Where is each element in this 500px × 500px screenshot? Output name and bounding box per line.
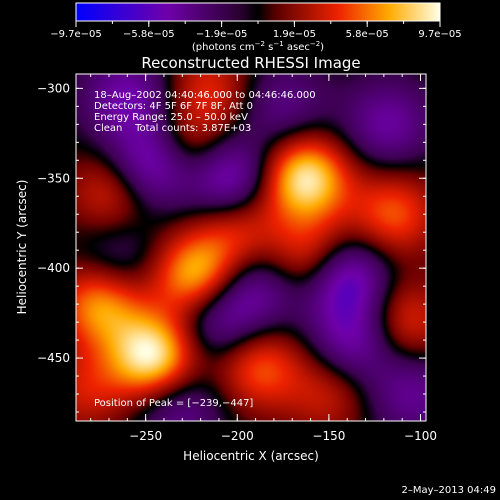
plot-frame (75, 73, 427, 422)
x-tick-label: −100 (404, 429, 437, 443)
colorbar (75, 2, 441, 22)
y-tick-label: −400 (37, 261, 70, 275)
x-axis: −250 −200 −150 −100 (90, 74, 437, 443)
colorbar-unit-label: (photons cm−2 s−1 asec−2) (192, 40, 324, 53)
peak-position-label: Position of Peak = [−239,−447] (94, 398, 253, 409)
x-axis-label: Heliocentric X (arcsec) (183, 449, 319, 463)
y-tick-label: −300 (37, 81, 70, 95)
colorbar-tick-labels: −9.7e−05 −5.8e−05 −1.9e−05 1.9e−05 5.8e−05 9.… (50, 29, 461, 40)
y-axis: −300 −350 −400 −450 (37, 81, 426, 413)
annotation-time-range: 18–Aug–2002 04:40:46.000 to 04:46:46.000 (94, 90, 316, 101)
x-tick-label: −200 (221, 429, 254, 443)
heatmap-image (76, 74, 426, 421)
colorbar-tick-label: 5.8e−05 (346, 29, 389, 40)
colorbar-tick-label: 9.7e−05 (418, 29, 461, 40)
header-annotations: 18–Aug–2002 04:40:46.000 to 04:46:46.000… (94, 90, 316, 134)
y-tick-label: −350 (37, 171, 70, 185)
annotation-clean-counts: Clean Total counts: 3.87E+03 (94, 123, 251, 134)
colorbar-tick-label: 1.9e−05 (273, 29, 316, 40)
x-tick-label: −250 (129, 429, 162, 443)
annotation-detectors: Detectors: 4F 5F 6F 7F 8F, Att 0 (94, 101, 253, 112)
y-axis-label: Heliocentric Y (arcsec) (15, 180, 29, 315)
colorbar-tick-label: −9.7e−05 (50, 29, 102, 40)
y-tick-label: −450 (37, 351, 70, 365)
x-tick-label: −150 (312, 429, 345, 443)
colorbar-tick-label: −5.8e−05 (123, 29, 175, 40)
chart-title: Reconstructed RHESSI Image (141, 54, 360, 72)
annotation-energy-range: Energy Range: 25.0 – 50.0 keV (94, 112, 248, 123)
colorbar-ticks (75, 21, 441, 27)
colorbar-tick-label: −1.9e−05 (196, 29, 248, 40)
footer-timestamp: 2–May–2013 04:49 (402, 485, 496, 496)
heatmap-area (76, 74, 426, 421)
